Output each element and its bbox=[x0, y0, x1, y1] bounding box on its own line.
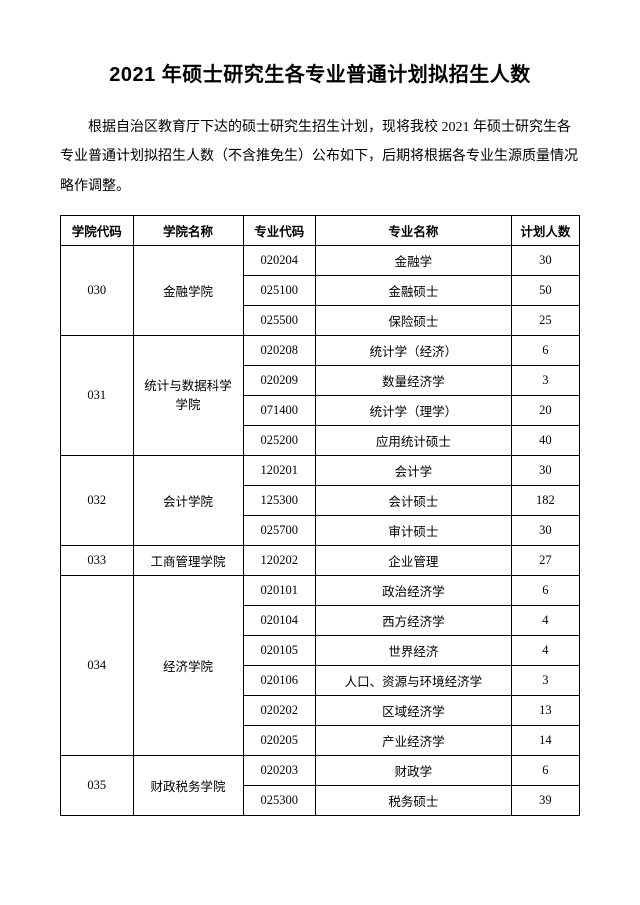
cell-major-name: 金融学 bbox=[316, 246, 512, 276]
cell-major-code: 025100 bbox=[243, 276, 316, 306]
cell-major-code: 120202 bbox=[243, 546, 316, 576]
cell-major-name: 会计硕士 bbox=[316, 486, 512, 516]
cell-count: 4 bbox=[511, 606, 579, 636]
cell-major-code: 071400 bbox=[243, 396, 316, 426]
table-row: 031统计与数据科学学院020208统计学（经济）6 bbox=[61, 336, 580, 366]
cell-count: 40 bbox=[511, 426, 579, 456]
cell-major-code: 025300 bbox=[243, 786, 316, 816]
cell-major-name: 审计硕士 bbox=[316, 516, 512, 546]
cell-count: 25 bbox=[511, 306, 579, 336]
table-row: 032会计学院120201会计学30 bbox=[61, 456, 580, 486]
cell-major-name: 产业经济学 bbox=[316, 726, 512, 756]
cell-dept-code: 032 bbox=[61, 456, 134, 546]
cell-count: 4 bbox=[511, 636, 579, 666]
cell-dept-code: 034 bbox=[61, 576, 134, 756]
cell-major-name: 会计学 bbox=[316, 456, 512, 486]
cell-count: 30 bbox=[511, 516, 579, 546]
cell-count: 3 bbox=[511, 666, 579, 696]
cell-count: 27 bbox=[511, 546, 579, 576]
header-major-name: 专业名称 bbox=[316, 216, 512, 246]
cell-dept-code: 033 bbox=[61, 546, 134, 576]
table-body: 030金融学院020204金融学30025100金融硕士50025500保险硕士… bbox=[61, 246, 580, 816]
cell-count: 30 bbox=[511, 246, 579, 276]
cell-count: 6 bbox=[511, 756, 579, 786]
cell-dept-name: 经济学院 bbox=[133, 576, 243, 756]
cell-major-name: 世界经济 bbox=[316, 636, 512, 666]
cell-major-code: 025500 bbox=[243, 306, 316, 336]
cell-major-code: 020101 bbox=[243, 576, 316, 606]
cell-major-name: 数量经济学 bbox=[316, 366, 512, 396]
cell-major-name: 金融硕士 bbox=[316, 276, 512, 306]
cell-count: 20 bbox=[511, 396, 579, 426]
cell-major-name: 统计学（理学） bbox=[316, 396, 512, 426]
cell-dept-code: 031 bbox=[61, 336, 134, 456]
page-title: 2021 年硕士研究生各专业普通计划拟招生人数 bbox=[60, 58, 580, 87]
cell-dept-name: 工商管理学院 bbox=[133, 546, 243, 576]
table-header-row: 学院代码 学院名称 专业代码 专业名称 计划人数 bbox=[61, 216, 580, 246]
cell-dept-name: 会计学院 bbox=[133, 456, 243, 546]
cell-major-name: 财政学 bbox=[316, 756, 512, 786]
header-dept-code: 学院代码 bbox=[61, 216, 134, 246]
cell-major-name: 应用统计硕士 bbox=[316, 426, 512, 456]
cell-major-code: 020203 bbox=[243, 756, 316, 786]
cell-major-code: 120201 bbox=[243, 456, 316, 486]
intro-paragraph: 根据自治区教育厅下达的硕士研究生招生计划，现将我校 2021 年硕士研究生各专业… bbox=[60, 113, 580, 201]
cell-dept-name: 金融学院 bbox=[133, 246, 243, 336]
cell-major-name: 西方经济学 bbox=[316, 606, 512, 636]
cell-major-name: 企业管理 bbox=[316, 546, 512, 576]
header-count: 计划人数 bbox=[511, 216, 579, 246]
cell-major-code: 020106 bbox=[243, 666, 316, 696]
enrollment-table: 学院代码 学院名称 专业代码 专业名称 计划人数 030金融学院020204金融… bbox=[60, 215, 580, 816]
cell-major-code: 020104 bbox=[243, 606, 316, 636]
cell-count: 13 bbox=[511, 696, 579, 726]
cell-dept-code: 030 bbox=[61, 246, 134, 336]
cell-major-name: 人口、资源与环境经济学 bbox=[316, 666, 512, 696]
cell-major-code: 020204 bbox=[243, 246, 316, 276]
table-row: 034经济学院020101政治经济学6 bbox=[61, 576, 580, 606]
cell-major-code: 020105 bbox=[243, 636, 316, 666]
cell-dept-name: 统计与数据科学学院 bbox=[133, 336, 243, 456]
cell-dept-name: 财政税务学院 bbox=[133, 756, 243, 816]
cell-count: 14 bbox=[511, 726, 579, 756]
cell-count: 39 bbox=[511, 786, 579, 816]
table-row: 033工商管理学院120202企业管理27 bbox=[61, 546, 580, 576]
cell-major-code: 025200 bbox=[243, 426, 316, 456]
cell-major-code: 020202 bbox=[243, 696, 316, 726]
table-row: 030金融学院020204金融学30 bbox=[61, 246, 580, 276]
cell-major-code: 020205 bbox=[243, 726, 316, 756]
cell-major-name: 税务硕士 bbox=[316, 786, 512, 816]
cell-major-name: 统计学（经济） bbox=[316, 336, 512, 366]
cell-count: 182 bbox=[511, 486, 579, 516]
table-row: 035财政税务学院020203财政学6 bbox=[61, 756, 580, 786]
cell-major-name: 保险硕士 bbox=[316, 306, 512, 336]
cell-major-code: 020209 bbox=[243, 366, 316, 396]
cell-count: 3 bbox=[511, 366, 579, 396]
cell-count: 6 bbox=[511, 576, 579, 606]
header-major-code: 专业代码 bbox=[243, 216, 316, 246]
cell-major-code: 020208 bbox=[243, 336, 316, 366]
cell-count: 50 bbox=[511, 276, 579, 306]
cell-dept-code: 035 bbox=[61, 756, 134, 816]
cell-count: 30 bbox=[511, 456, 579, 486]
cell-major-code: 125300 bbox=[243, 486, 316, 516]
header-dept-name: 学院名称 bbox=[133, 216, 243, 246]
cell-major-name: 政治经济学 bbox=[316, 576, 512, 606]
cell-count: 6 bbox=[511, 336, 579, 366]
cell-major-name: 区域经济学 bbox=[316, 696, 512, 726]
cell-major-code: 025700 bbox=[243, 516, 316, 546]
